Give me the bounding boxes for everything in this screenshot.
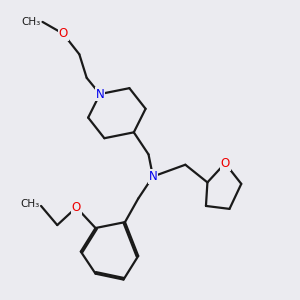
Text: O: O <box>72 201 81 214</box>
Text: CH₃: CH₃ <box>20 200 40 209</box>
Text: N: N <box>96 88 104 100</box>
Text: O: O <box>58 27 68 40</box>
Text: N: N <box>148 170 157 183</box>
Text: O: O <box>220 157 230 170</box>
Text: CH₃: CH₃ <box>22 17 41 27</box>
